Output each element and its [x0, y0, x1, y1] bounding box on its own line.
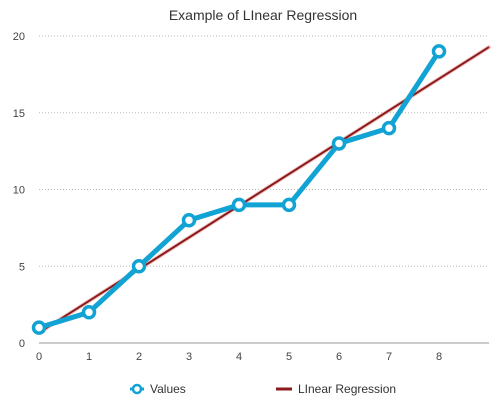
chart-title: Example of LInear Regression	[169, 7, 357, 23]
values-point	[231, 197, 247, 213]
x-tick-label: 5	[286, 351, 292, 363]
legend-item-values: Values	[130, 382, 186, 396]
axes: 0 5 10 15 20 0 1 2 3 4 5 6 7 8	[13, 31, 489, 363]
x-tick-label: 6	[336, 351, 342, 363]
x-tick-label: 3	[186, 351, 192, 363]
y-tick-label: 10	[13, 185, 25, 197]
x-tick-label: 2	[136, 351, 142, 363]
regression-line	[38, 46, 490, 334]
x-tick-label: 0	[36, 351, 42, 363]
values-point	[81, 305, 97, 320]
legend-label-values: Values	[150, 382, 186, 396]
values-point	[381, 120, 397, 136]
legend-label-regression: LInear Regression	[298, 382, 396, 396]
legend: Values LInear Regression	[130, 382, 396, 396]
y-tick-label: 20	[13, 31, 25, 43]
y-tick-label: 15	[13, 108, 25, 120]
values-point	[181, 212, 197, 228]
gridlines	[39, 35, 489, 267]
legend-item-regression: LInear Regression	[276, 382, 396, 396]
values-point	[431, 44, 447, 59]
values-point	[281, 197, 297, 213]
values-point	[331, 136, 347, 151]
y-tick-label: 0	[19, 338, 25, 350]
x-tick-label: 1	[86, 351, 92, 363]
values-point	[131, 259, 147, 274]
x-tick-label: 4	[236, 351, 242, 363]
legend-marker-values	[131, 383, 143, 395]
values-point	[31, 320, 47, 335]
x-tick-label: 7	[386, 351, 392, 363]
series-layer	[31, 44, 491, 335]
y-tick-label: 5	[19, 261, 25, 273]
x-tick-label: 8	[436, 351, 442, 363]
